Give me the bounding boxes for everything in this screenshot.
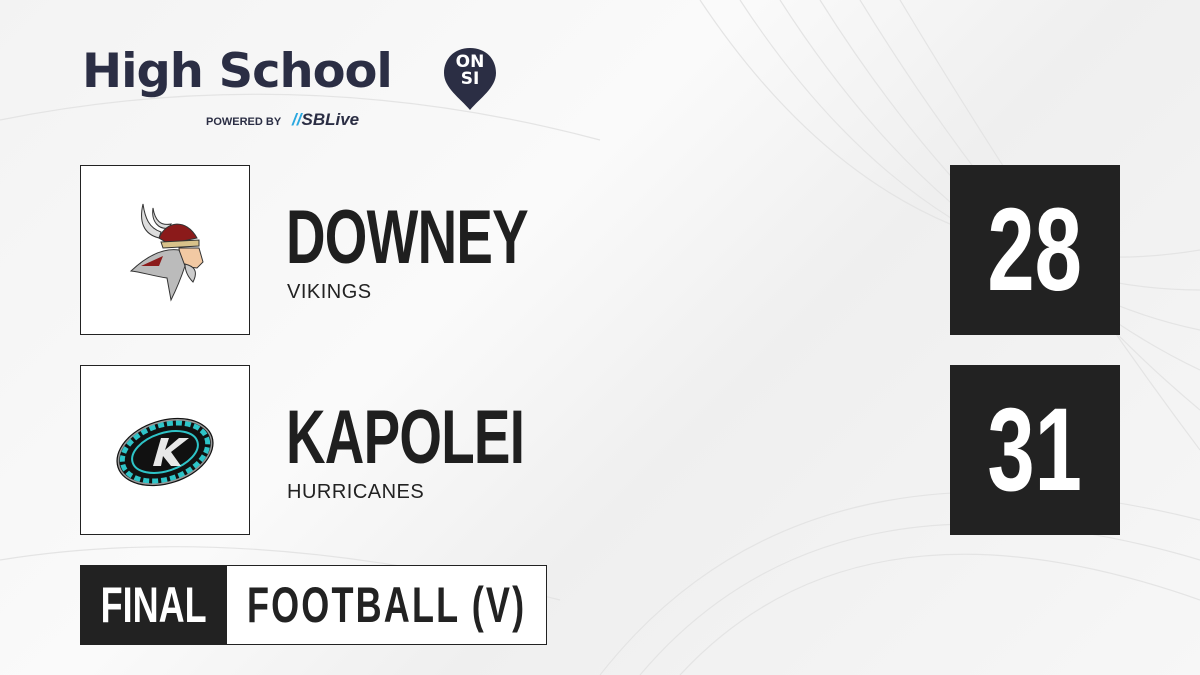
sblive-logo: //SBLive — [292, 110, 360, 129]
high-school-on-si-logo: High School ON SI POWERED BY //SBLive — [82, 44, 496, 129]
viking-head-icon — [129, 203, 204, 302]
brand-title: High School — [82, 44, 393, 99]
sport-label: FOOTBALL (V) — [247, 577, 527, 633]
team-mascot: VIKINGS — [287, 281, 372, 303]
team-score: 31 — [987, 384, 1083, 516]
pin-top-text: ON — [455, 52, 485, 72]
team-score: 28 — [987, 184, 1083, 316]
team-logo-kapolei — [80, 365, 250, 535]
pin-bottom-text: SI — [460, 69, 480, 89]
game-status-bar: FINAL FOOTBALL (V) — [80, 565, 547, 645]
team-mascot: HURRICANES — [287, 481, 425, 503]
final-badge: FINAL — [81, 566, 227, 644]
team-score-box: 31 — [950, 365, 1120, 535]
team-name: KAPOLEI — [286, 395, 525, 480]
powered-by: POWERED BY //SBLive — [206, 110, 359, 130]
final-label: FINAL — [101, 577, 208, 633]
team-name: DOWNEY — [286, 195, 529, 280]
team-score-box: 28 — [950, 165, 1120, 335]
hurricane-k-icon — [116, 417, 214, 487]
powered-by-label: POWERED BY — [206, 116, 281, 128]
team-logo-downey — [80, 165, 250, 335]
on-si-pin-icon: ON SI — [442, 46, 498, 112]
sport-label-box: FOOTBALL (V) — [227, 566, 635, 644]
